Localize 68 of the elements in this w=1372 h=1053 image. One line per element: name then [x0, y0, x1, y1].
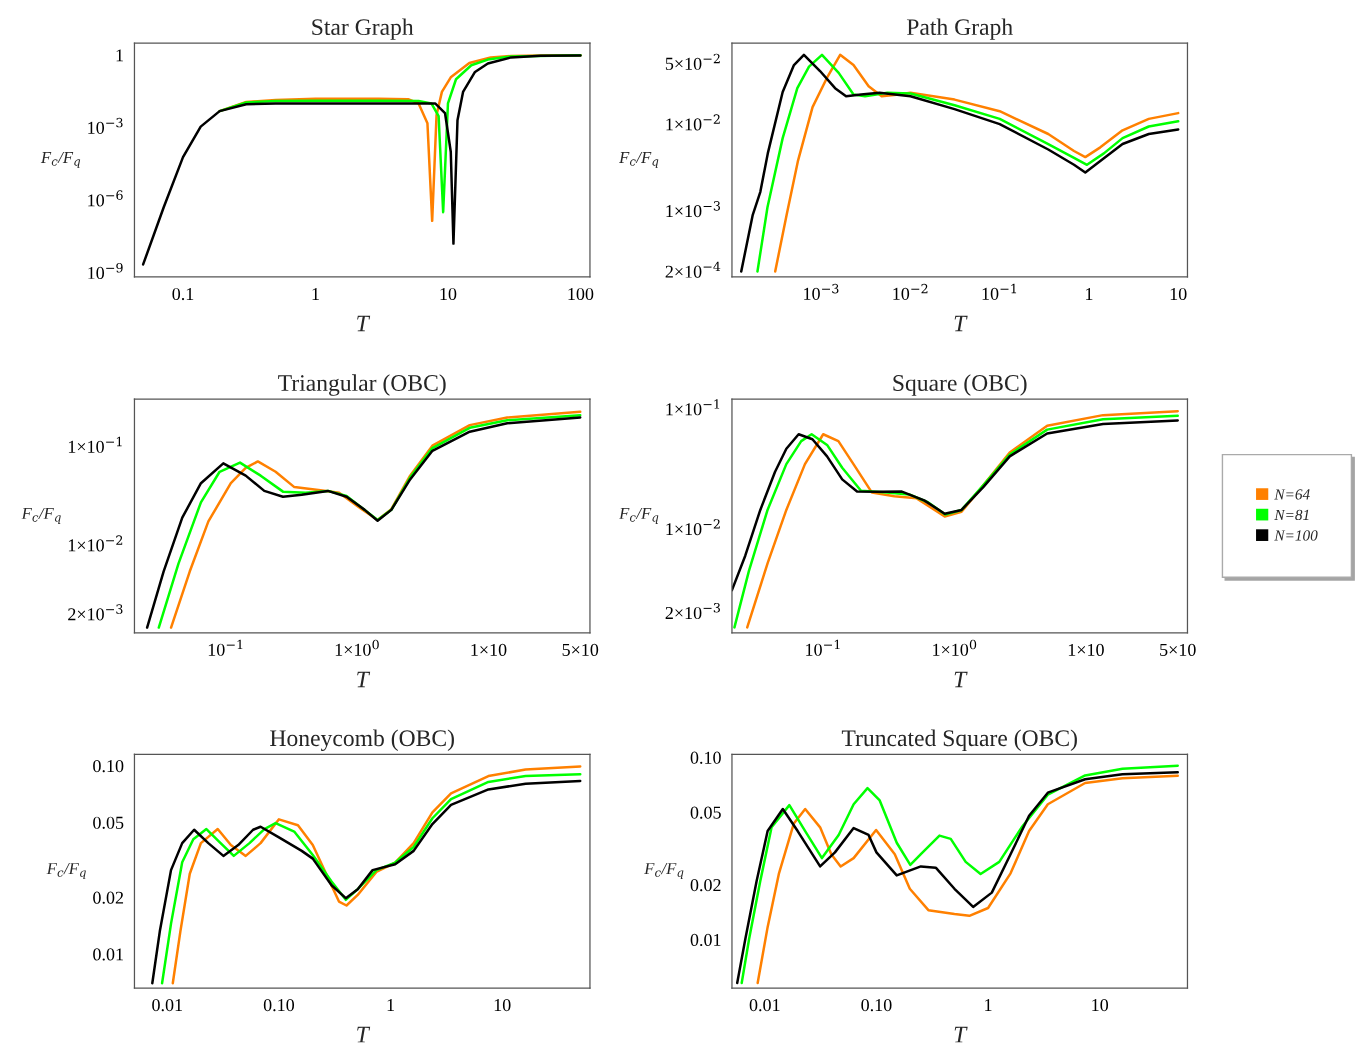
legend-label: N=100 [1274, 530, 1318, 541]
legend-label: N=64 [1274, 489, 1310, 500]
x-axis-title: T [954, 1026, 968, 1043]
y-axis-title: F$_{c}$/F$_{q}$ [644, 863, 684, 880]
x-tick-label: 1×10 [471, 643, 507, 656]
y-tick-label: 1×10$^{−1}$ [68, 436, 122, 453]
x-tick-label: 0.01 [749, 998, 780, 1012]
y-tick-label: 10$^{−6}$ [88, 190, 123, 207]
x-axis-title: T [954, 315, 968, 332]
y-tick-label: 0.05 [93, 816, 124, 829]
x-tick-label: 10$^{−1}$ [806, 639, 840, 656]
y-tick-label: 0.10 [93, 759, 124, 773]
chart-title: Honeycomb (OBC) [270, 729, 454, 752]
x-tick-label: 100 [568, 287, 594, 301]
y-tick-label: 1×10$^{−1}$ [666, 399, 720, 416]
y-axis-title: F$_{c}$/F$_{q}$ [40, 151, 81, 168]
x-tick-label: 1×10 [1068, 643, 1104, 656]
y-tick-label: 1×10$^{−2}$ [666, 114, 720, 131]
x-tick-label: 1×10$^{0}$ [933, 639, 977, 656]
chart-title: Square (OBC) [893, 374, 1027, 396]
x-tick-label: 0.10 [263, 998, 295, 1012]
x-tick-label: 0.1 [172, 287, 194, 301]
x-tick-label: 10$^{−1}$ [982, 283, 1017, 300]
y-tick-label: 0.02 [690, 878, 721, 892]
x-tick-label: 1 [312, 287, 319, 300]
y-tick-label: 10$^{−9}$ [88, 262, 123, 280]
x-tick-label: 10 [494, 998, 511, 1012]
y-tick-label: 2×10$^{−3}$ [665, 602, 720, 620]
chart-title: Truncated Square (OBC) [841, 729, 1077, 751]
chart-title: Path Graph [906, 18, 1013, 40]
x-tick-label: 10 [1170, 287, 1187, 301]
x-tick-label: 0.10 [861, 998, 892, 1012]
y-tick-label: 1×10$^{−3}$ [666, 201, 720, 218]
x-axis-title: T [954, 671, 968, 688]
y-tick-label: 1 [116, 49, 123, 62]
x-axis-title: T [357, 315, 371, 332]
y-tick-label: 5×10$^{−2}$ [665, 53, 720, 70]
x-tick-label: 10 [440, 287, 457, 301]
x-tick-label: 10$^{−1}$ [208, 639, 243, 656]
y-tick-label: 1×10$^{−2}$ [666, 519, 720, 536]
y-axis-title: F$_{c}$/F$_{q}$ [619, 507, 659, 524]
x-tick-label: 5×10 [562, 643, 599, 656]
x-tick-label: 1 [387, 999, 394, 1011]
y-tick-label: 2×10$^{−3}$ [68, 604, 123, 621]
y-tick-label: 2×10$^{−4}$ [665, 261, 721, 278]
y-tick-label: 1×10$^{−2}$ [68, 535, 123, 552]
y-tick-label: 10$^{−3}$ [88, 117, 123, 134]
chart-title: Star Graph [312, 18, 414, 40]
x-axis-title: T [357, 1026, 371, 1043]
x-tick-label: 10 [1092, 998, 1109, 1012]
x-tick-label: 1 [1086, 287, 1093, 300]
y-axis-title: F$_{c}$/F$_{q}$ [46, 863, 86, 880]
y-tick-label: 0.01 [690, 933, 721, 947]
x-tick-label: 1 [985, 999, 992, 1011]
legend-label: N=81 [1274, 509, 1309, 521]
x-tick-label: 1×10$^{0}$ [335, 639, 379, 656]
y-tick-label: 0.01 [93, 948, 123, 961]
x-axis-title: T [357, 671, 371, 688]
chart-title: Triangular (OBC) [278, 374, 446, 396]
y-axis-title: F$_{c}$/F$_{q}$ [21, 507, 61, 524]
x-tick-label: 0.01 [152, 998, 183, 1012]
y-tick-label: 0.02 [93, 891, 124, 904]
y-tick-label: 0.05 [690, 806, 721, 819]
y-axis-title: F$_{c}$/F$_{q}$ [619, 151, 659, 168]
x-tick-label: 5×10 [1160, 643, 1196, 656]
y-tick-label: 0.10 [690, 751, 721, 764]
x-tick-label: 10$^{−2}$ [893, 283, 928, 300]
x-tick-label: 10$^{−3}$ [804, 283, 839, 300]
